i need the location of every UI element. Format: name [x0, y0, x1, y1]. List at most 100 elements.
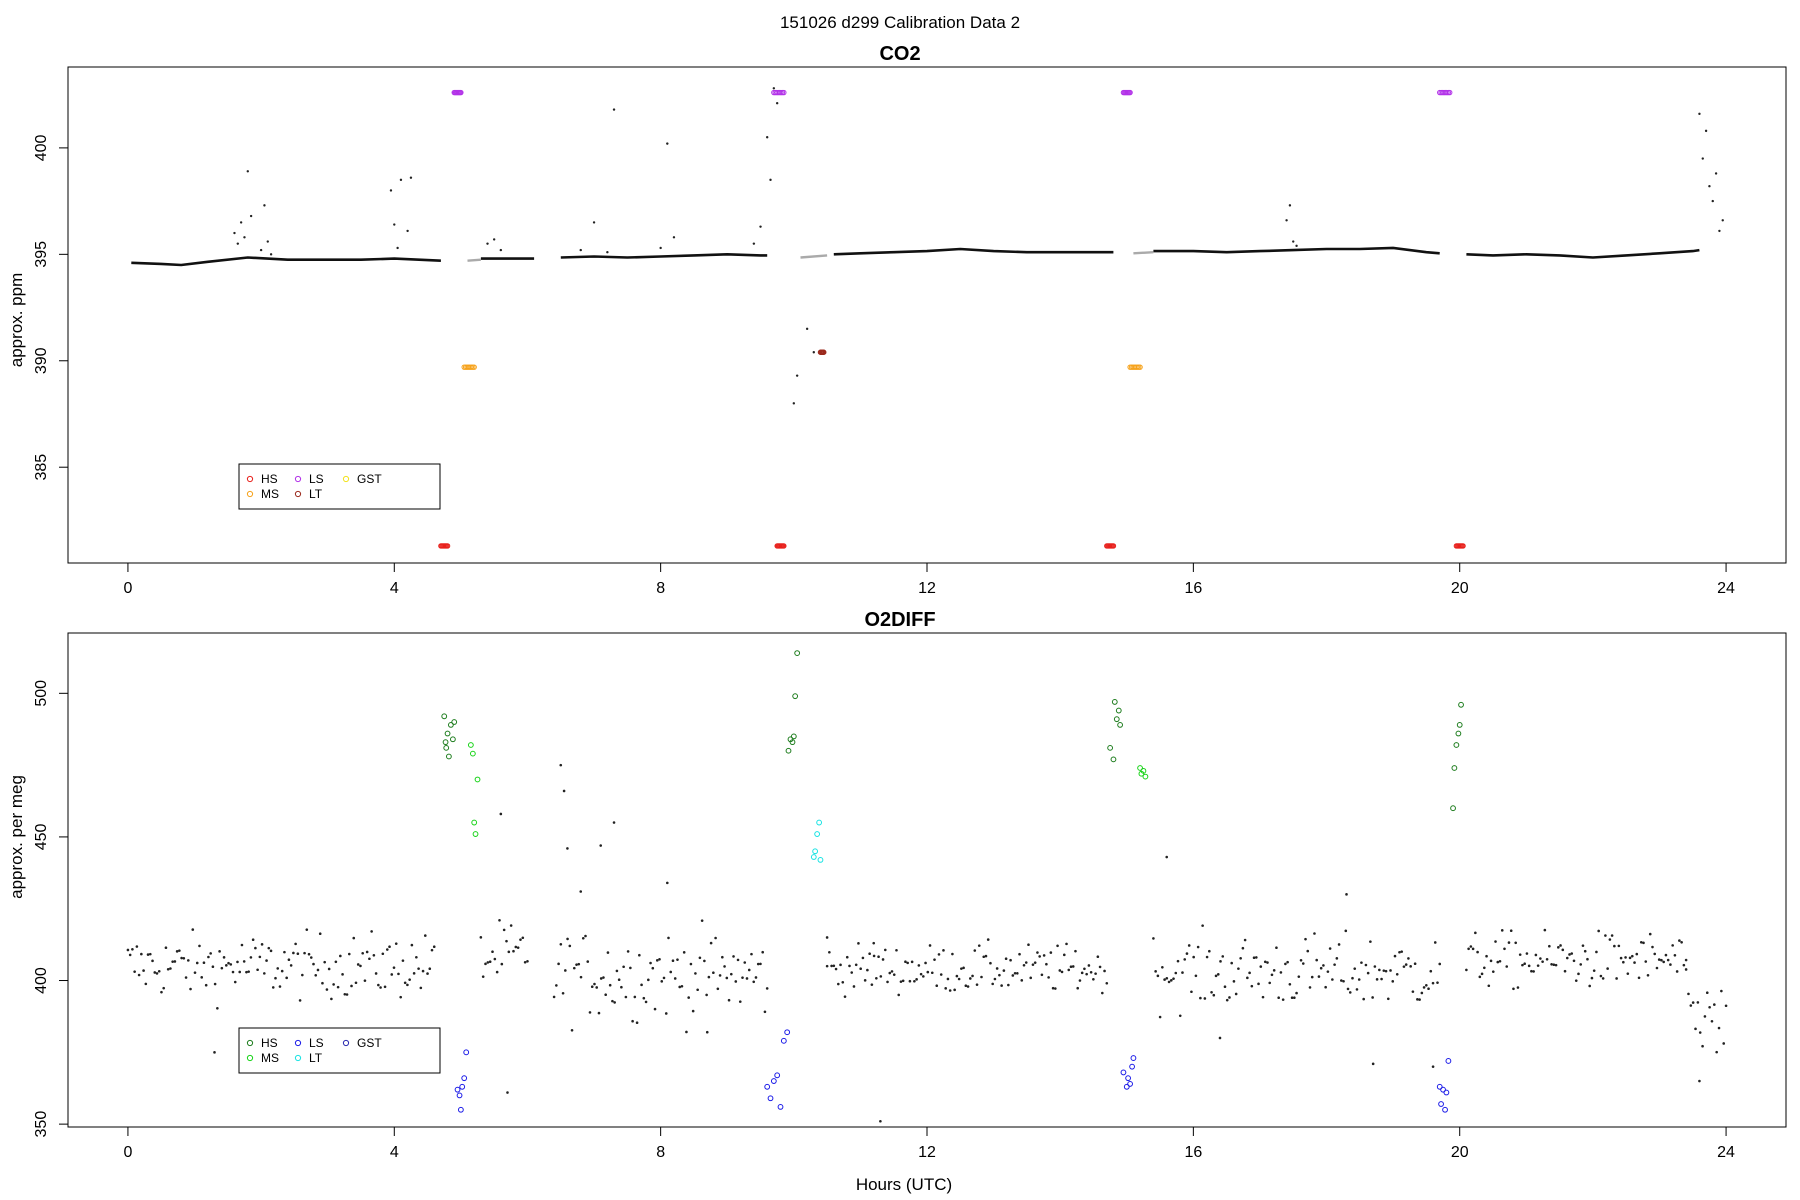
- o2diff-data-point: [1673, 953, 1677, 957]
- o2diff-outlier-point: [666, 881, 669, 885]
- o2diff-data-point: [991, 982, 994, 986]
- co2-calibration-point-ls: [1127, 89, 1133, 96]
- o2diff-data-point: [189, 987, 192, 991]
- o2diff-data-point: [1348, 991, 1352, 994]
- o2diff-data-point: [937, 953, 941, 956]
- o2diff-data-point: [1662, 960, 1665, 964]
- o2diff-data-point: [401, 959, 405, 962]
- o2diff-data-point: [942, 949, 945, 952]
- o2diff-data-point: [984, 954, 988, 958]
- o2diff-data-point: [1518, 953, 1522, 956]
- o2diff-data-point: [186, 959, 190, 962]
- o2diff-data-point: [910, 960, 914, 964]
- o2diff-data-point: [752, 980, 756, 984]
- co2-x-tick-label: 20: [1451, 580, 1469, 597]
- o2diff-data-point: [964, 984, 968, 988]
- o2diff-data-point: [1172, 977, 1175, 980]
- o2diff-data-point: [267, 946, 271, 950]
- o2diff-data-point: [875, 976, 878, 980]
- o2diff-data-point: [1398, 950, 1401, 954]
- o2diff-data-point: [868, 952, 871, 955]
- o2diff-data-point: [1476, 950, 1479, 954]
- o2diff-data-point: [354, 981, 358, 985]
- o2diff-data-point: [1557, 946, 1560, 949]
- o2diff-data-point: [229, 963, 233, 966]
- o2diff-data-point: [1156, 974, 1160, 978]
- co2-excursion-point: [236, 242, 240, 245]
- o2diff-data-point: [1154, 970, 1157, 973]
- co2-excursion-point: [1288, 204, 1292, 207]
- o2diff-data-point: [629, 966, 632, 970]
- o2diff-data-point: [488, 960, 492, 964]
- o2diff-x-tick-label: 8: [656, 1144, 665, 1161]
- co2-calibration-point-lt: [821, 349, 827, 355]
- o2diff-data-point: [137, 973, 141, 977]
- o2diff-data-point: [828, 950, 831, 954]
- o2diff-data-point: [1552, 963, 1556, 966]
- o2diff-data-point: [1216, 973, 1220, 976]
- o2diff-data-point: [1687, 992, 1690, 996]
- o2diff-data-point: [960, 967, 963, 970]
- o2diff-calibration-point-hs: [1453, 742, 1460, 748]
- o2diff-data-point: [1646, 974, 1650, 977]
- o2diff-data-point: [1027, 943, 1030, 947]
- o2diff-data-point: [895, 948, 898, 952]
- o2diff-data-point: [761, 950, 764, 954]
- o2diff-data-point: [157, 969, 161, 973]
- co2-x-tick-label: 24: [1717, 580, 1735, 597]
- o2diff-data-point: [305, 928, 309, 931]
- co2-legend-marker-gst: [342, 475, 350, 483]
- co2-y-tick-label: 395: [33, 241, 50, 268]
- o2diff-data-point: [872, 954, 876, 958]
- o2diff-data-point: [712, 971, 715, 975]
- o2diff-data-point: [1525, 952, 1529, 955]
- o2diff-outlier-point: [599, 844, 603, 847]
- o2diff-data-point: [298, 999, 302, 1002]
- o2diff-data-point: [570, 1028, 574, 1032]
- o2diff-data-point: [202, 961, 206, 965]
- o2diff-data-point: [350, 984, 353, 988]
- o2diff-data-point: [292, 951, 295, 955]
- o2diff-data-point: [1178, 1014, 1182, 1018]
- o2diff-data-point: [155, 972, 159, 975]
- o2diff-calibration-point-hs: [441, 713, 448, 720]
- o2diff-calibration-point-ms: [471, 819, 478, 826]
- o2diff-data-point: [1183, 958, 1187, 961]
- o2diff-calibration-point-hs: [785, 747, 792, 754]
- o2diff-data-point: [584, 934, 587, 938]
- o2diff-data-point: [1469, 945, 1473, 948]
- o2diff-data-point: [318, 932, 322, 936]
- x-axis-label: Hours (UTC): [856, 1175, 952, 1194]
- o2diff-data-point: [184, 976, 188, 979]
- o2diff-data-point: [559, 942, 563, 946]
- o2diff-data-point: [1225, 998, 1229, 1002]
- o2diff-data-point: [1565, 956, 1569, 960]
- o2diff-data-point: [1651, 945, 1654, 949]
- o2diff-data-point: [854, 963, 858, 967]
- o2diff-data-point: [696, 988, 699, 992]
- o2diff-data-point: [128, 953, 132, 957]
- o2diff-title: O2DIFF: [864, 609, 935, 631]
- o2diff-data-point: [1228, 996, 1231, 999]
- o2diff-data-point: [1065, 942, 1068, 946]
- o2diff-data-point: [1642, 941, 1645, 945]
- o2diff-data-point: [193, 971, 197, 974]
- o2diff-data-point: [886, 980, 889, 984]
- o2diff-data-point: [426, 972, 429, 975]
- o2diff-data-point: [1559, 944, 1562, 947]
- o2diff-data-point: [655, 959, 659, 962]
- o2diff-calibration-point-hs: [443, 744, 450, 751]
- o2diff-calibration-point-hs: [444, 730, 451, 737]
- o2diff-data-point: [1669, 963, 1672, 966]
- o2diff-data-point: [399, 995, 403, 999]
- co2-title: CO2: [879, 43, 920, 65]
- o2diff-data-point: [673, 977, 677, 980]
- o2diff-data-point: [738, 1000, 742, 1003]
- co2-excursion-point: [249, 214, 253, 218]
- o2diff-outlier-point: [705, 1030, 709, 1034]
- o2diff-data-point: [1074, 949, 1077, 953]
- o2diff-data-point: [1507, 941, 1511, 944]
- o2diff-data-point: [1069, 965, 1073, 969]
- o2diff-data-point: [575, 963, 578, 966]
